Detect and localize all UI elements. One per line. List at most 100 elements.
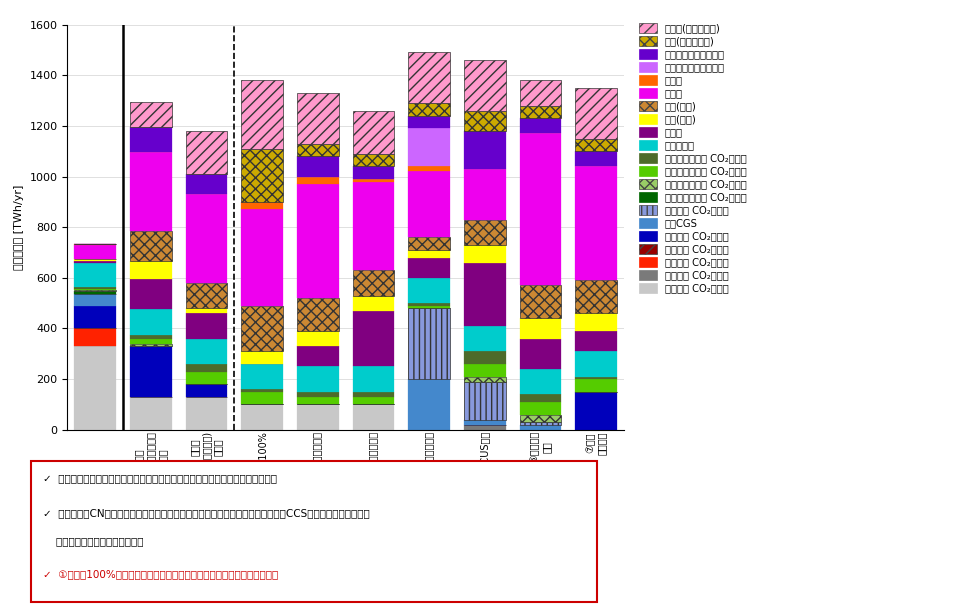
- Bar: [464, 364, 506, 376]
- Bar: [575, 88, 617, 139]
- Bar: [74, 294, 116, 306]
- Bar: [519, 369, 562, 394]
- Bar: [575, 376, 617, 379]
- Bar: [74, 328, 116, 346]
- Bar: [185, 313, 228, 339]
- Bar: [297, 397, 339, 405]
- Bar: [74, 263, 116, 287]
- Text: ✓  ①再エネ100%では電力の統合費用の急上昇により電力価格が大幅に上昇: ✓ ①再エネ100%では電力の統合費用の急上昇により電力価格が大幅に上昇: [43, 570, 278, 580]
- Bar: [297, 331, 339, 346]
- Bar: [352, 179, 395, 182]
- Bar: [352, 367, 395, 392]
- Bar: [464, 425, 506, 430]
- Legend: 太陽光(系統接続無), 風力(系統接続無), 水素・アンモニア混焼, 水素・アンモニア専焼, 太陽熱, 太陽光, 風力(洋上), 風力(陸上), 原子力, 水力: 太陽光(系統接続無), 風力(系統接続無), 水素・アンモニア混焼, 水素・アン…: [638, 23, 746, 293]
- Bar: [74, 306, 116, 328]
- Bar: [241, 351, 283, 364]
- Bar: [408, 308, 450, 379]
- Bar: [408, 379, 450, 430]
- Bar: [519, 119, 562, 133]
- Bar: [185, 174, 228, 194]
- Bar: [74, 261, 116, 263]
- Bar: [464, 220, 506, 245]
- Bar: [185, 283, 228, 308]
- Bar: [241, 389, 283, 392]
- Bar: [185, 194, 228, 283]
- Bar: [519, 402, 562, 414]
- Bar: [464, 351, 506, 364]
- Bar: [464, 131, 506, 169]
- Bar: [464, 60, 506, 111]
- Bar: [464, 382, 506, 420]
- Bar: [297, 298, 339, 331]
- Bar: [185, 339, 228, 364]
- Bar: [408, 103, 450, 115]
- Bar: [575, 139, 617, 151]
- Bar: [130, 335, 172, 339]
- Bar: [352, 405, 395, 430]
- Bar: [297, 184, 339, 298]
- Bar: [464, 263, 506, 326]
- Bar: [352, 397, 395, 405]
- Bar: [408, 238, 450, 250]
- Bar: [130, 127, 172, 152]
- Bar: [297, 392, 339, 397]
- Bar: [241, 392, 283, 405]
- Bar: [297, 144, 339, 157]
- Bar: [575, 351, 617, 376]
- Bar: [74, 245, 116, 259]
- Bar: [297, 405, 339, 430]
- Bar: [297, 346, 339, 367]
- Bar: [185, 131, 228, 174]
- Bar: [130, 344, 172, 346]
- Bar: [519, 318, 562, 339]
- Bar: [297, 93, 339, 144]
- Bar: [408, 171, 450, 238]
- Bar: [130, 309, 172, 335]
- Bar: [352, 270, 395, 295]
- Bar: [408, 258, 450, 278]
- Bar: [352, 154, 395, 166]
- Bar: [575, 313, 617, 331]
- Bar: [130, 262, 172, 279]
- Bar: [519, 133, 562, 286]
- Bar: [464, 326, 506, 351]
- Bar: [575, 392, 617, 430]
- Bar: [241, 209, 283, 306]
- Bar: [130, 397, 172, 430]
- Bar: [297, 177, 339, 184]
- Bar: [185, 371, 228, 384]
- Bar: [352, 295, 395, 311]
- Bar: [464, 420, 506, 425]
- Bar: [464, 169, 506, 220]
- Bar: [130, 339, 172, 344]
- Bar: [408, 115, 450, 128]
- Bar: [130, 346, 172, 397]
- Bar: [74, 287, 116, 289]
- Text: 特にコジェネの経済性が高い。: 特にコジェネの経済性が高い。: [43, 535, 143, 546]
- Bar: [185, 384, 228, 397]
- Bar: [408, 166, 450, 171]
- Bar: [241, 405, 283, 430]
- Bar: [185, 364, 228, 371]
- Bar: [241, 364, 283, 389]
- Bar: [130, 102, 172, 127]
- Bar: [464, 111, 506, 131]
- Bar: [575, 281, 617, 313]
- Bar: [352, 166, 395, 179]
- Bar: [575, 166, 617, 281]
- Bar: [241, 149, 283, 202]
- Y-axis label: 発電電力量 [TWh/yr]: 発電電力量 [TWh/yr]: [13, 184, 24, 270]
- Bar: [519, 425, 562, 430]
- Bar: [352, 311, 395, 367]
- Bar: [408, 52, 450, 103]
- Bar: [519, 414, 562, 422]
- FancyBboxPatch shape: [31, 460, 596, 602]
- Text: ✓  世界全体でCNを費用最小で実現するケース（海外クレジット活用ケース）ではCCS無のガス比率が高く、: ✓ 世界全体でCNを費用最小で実現するケース（海外クレジット活用ケース）ではCC…: [43, 508, 370, 518]
- Bar: [519, 286, 562, 318]
- Bar: [519, 394, 562, 402]
- Bar: [408, 303, 450, 306]
- Bar: [519, 80, 562, 106]
- Bar: [408, 278, 450, 303]
- Bar: [408, 306, 450, 308]
- Bar: [575, 379, 617, 392]
